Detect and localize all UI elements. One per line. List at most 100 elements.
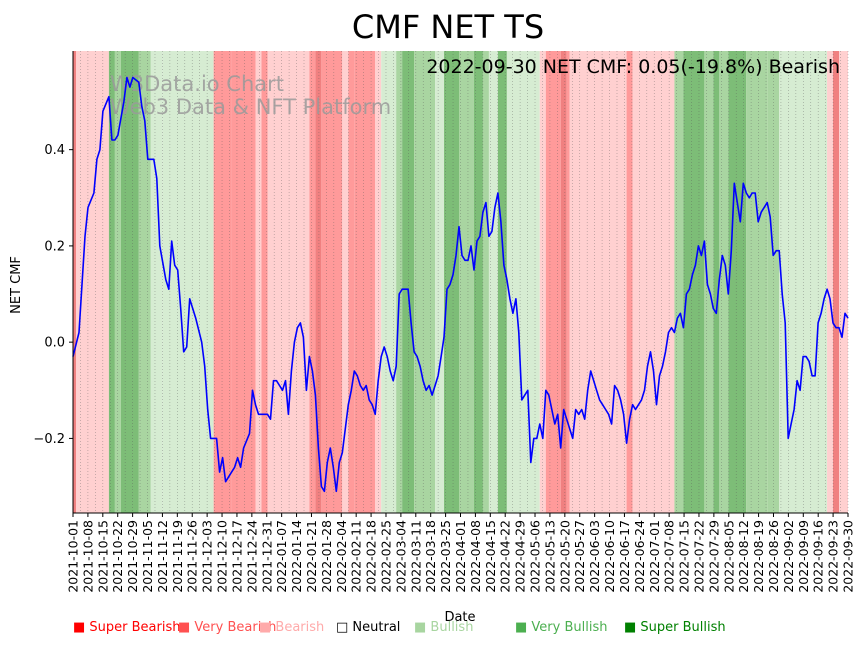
- legend-item: ■ Super Bearish: [73, 620, 181, 635]
- x-tick-label: 2021-12-10: [215, 520, 230, 593]
- sentiment-band-VB: [231, 51, 256, 513]
- x-tick-label: 2022-06-17: [617, 520, 632, 593]
- watermark-line-2: Web3 Data & NFT Platform: [110, 95, 391, 119]
- x-tick-label: 2022-08-05: [721, 520, 736, 593]
- sentiment-band-Bu: [482, 51, 489, 513]
- x-tick-label: 2022-01-21: [304, 520, 319, 593]
- legend-item: ■ Very Bearish: [178, 620, 276, 635]
- legend-swatch: ■: [414, 620, 431, 635]
- sentiment-band-B: [839, 51, 848, 513]
- x-tick-label: 2021-11-26: [185, 520, 200, 593]
- x-tick-label: 2022-03-25: [438, 520, 453, 593]
- legend-label: Very Bearish: [194, 620, 277, 635]
- x-tick-label: 2022-04-01: [453, 520, 468, 593]
- x-tick-label: 2022-04-29: [513, 520, 528, 593]
- sentiment-band-SB: [560, 51, 567, 513]
- x-tick-label: 2022-09-23: [826, 520, 841, 593]
- legend-item: ■ Bullish: [414, 620, 473, 635]
- x-tick-label: 2022-02-11: [349, 520, 364, 593]
- x-tick-label: 2021-12-31: [259, 520, 274, 593]
- x-tick-label: 2021-11-19: [170, 520, 185, 593]
- x-tick-label: 2022-09-02: [781, 520, 796, 593]
- legend: ■ Super Bearish ■ Very Bearish ■ Bearish □ …: [73, 620, 853, 638]
- sentiment-band-Bu: [746, 51, 768, 513]
- legend-label: Super Bullish: [640, 620, 726, 635]
- x-tick-label: 2022-02-18: [364, 520, 379, 593]
- legend-swatch: ■: [259, 620, 276, 635]
- x-tick-label: 2022-06-24: [632, 520, 647, 593]
- x-tick-label: 2021-10-08: [80, 520, 95, 593]
- y-tick-label: −0.2: [33, 432, 65, 447]
- x-tick-label: 2022-09-30: [841, 520, 856, 593]
- sentiment-band-Bu: [396, 51, 403, 513]
- x-tick-label: 2022-09-16: [811, 520, 826, 593]
- series-line-net-cmf: [72, 76, 849, 493]
- sentiment-band-B: [569, 51, 627, 513]
- x-tick-label: 2022-05-20: [557, 520, 572, 593]
- x-tick-label: 2022-02-25: [378, 520, 393, 593]
- legend-item: ■ Super Bullish: [624, 620, 726, 635]
- legend-label: Bullish: [430, 620, 474, 635]
- sentiment-band-VBu: [473, 51, 483, 513]
- y-tick-label: 0.0: [44, 336, 65, 351]
- x-tick-label: 2021-12-17: [229, 520, 244, 593]
- sentiment-band-SB: [315, 51, 322, 513]
- x-axis-ticks: 2021-10-01 2021-10-08 2021-10-15 2021-10-22…: [66, 513, 856, 593]
- x-tick-label: 2022-04-15: [483, 520, 498, 593]
- x-tick-label: 2022-08-19: [751, 520, 766, 593]
- x-tick-label: 2022-05-06: [528, 520, 543, 593]
- x-tick-label: 2022-06-03: [587, 520, 602, 593]
- vertical-gridlines: [72, 51, 849, 513]
- legend-item: ■ Very Bullish: [515, 620, 607, 635]
- sentiment-band-NBu: [162, 51, 214, 513]
- x-tick-label: 2022-06-10: [602, 520, 617, 593]
- sentiment-band-VB: [626, 51, 633, 513]
- x-tick-label: 2022-02-04: [334, 520, 349, 593]
- legend-label: Neutral: [352, 620, 401, 635]
- x-tick-label: 2021-12-24: [244, 520, 259, 593]
- sentiment-band-B: [539, 51, 546, 513]
- sentiment-band-VB: [348, 51, 355, 513]
- sentiment-band-VB: [354, 51, 376, 513]
- sentiment-band-Bu: [719, 51, 729, 513]
- x-tick-label: 2022-03-04: [393, 520, 408, 593]
- x-tick-label: 2021-10-15: [95, 520, 110, 593]
- legend-swatch: ■: [178, 620, 195, 635]
- x-tick-label: 2022-07-08: [662, 520, 677, 593]
- sentiment-band-VBu: [108, 51, 115, 513]
- legend-swatch: ■: [515, 620, 532, 635]
- y-tick-label: 0.2: [44, 239, 65, 254]
- sentiment-band-Bu: [414, 51, 436, 513]
- x-tick-label: 2021-10-01: [66, 520, 81, 593]
- sentiment-band-SB: [833, 51, 840, 513]
- x-tick-label: 2021-10-29: [125, 520, 140, 593]
- x-tick-label: 2022-03-11: [408, 520, 423, 593]
- sentiment-band-VB: [566, 51, 570, 513]
- sentiment-band-B: [267, 51, 310, 513]
- x-tick-label: 2021-12-03: [200, 520, 215, 593]
- sentiment-band-Bu: [138, 51, 151, 513]
- x-tick-label: 2022-07-01: [647, 520, 662, 593]
- sentiment-band-SB: [73, 51, 76, 513]
- series-layer: [72, 76, 849, 493]
- legend-swatch: ■: [73, 620, 90, 635]
- sentiment-band-VBu: [120, 51, 139, 513]
- sentiment-band-Bu: [704, 51, 714, 513]
- sentiment-band-VB: [213, 51, 232, 513]
- sentiment-band-B: [255, 51, 262, 513]
- legend-swatch: □: [336, 620, 353, 635]
- sentiment-band-Bu: [459, 51, 474, 513]
- sentiment-band-NBu: [150, 51, 163, 513]
- x-tick-label: 2022-09-09: [796, 520, 811, 593]
- x-tick-label: 2021-10-22: [110, 520, 125, 593]
- x-tick-label: 2022-04-08: [468, 520, 483, 593]
- watermark-line-1: W3Data.io Chart: [110, 72, 284, 96]
- sentiment-band-Bu: [674, 51, 684, 513]
- x-tick-label: 2021-11-12: [155, 520, 170, 593]
- legend-label: Very Bullish: [531, 620, 608, 635]
- x-tick-label: 2022-05-27: [572, 520, 587, 593]
- sentiment-band-VBu: [713, 51, 720, 513]
- x-tick-label: 2022-01-07: [274, 520, 289, 593]
- legend-label: Super Bearish: [89, 620, 181, 635]
